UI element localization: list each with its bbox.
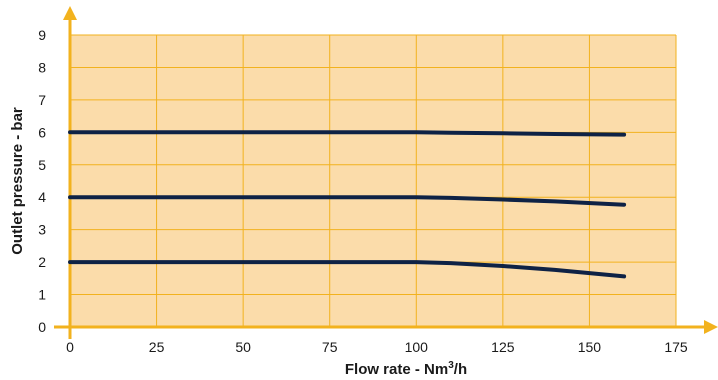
- y-axis-arrow: [63, 6, 77, 20]
- x-tick-labels: 0 25 50 75 100 125 150 175: [66, 339, 688, 355]
- x-tick-label: 175: [664, 339, 688, 355]
- y-tick-label: 1: [38, 287, 46, 303]
- y-tick-label: 7: [38, 92, 46, 108]
- y-axis-title: Outlet pressure - bar: [9, 107, 26, 255]
- y-tick-label: 4: [38, 189, 46, 205]
- y-tick-label: 0: [38, 319, 46, 335]
- series-line-1: [68, 130, 627, 137]
- y-tick-label: 2: [38, 254, 46, 270]
- x-tick-label: 150: [578, 339, 602, 355]
- series-line-2: [68, 195, 627, 207]
- y-tick-label: 9: [38, 27, 46, 43]
- y-tick-labels: 0 1 2 3 4 5 6 7 8 9: [38, 27, 46, 335]
- x-tick-label: 0: [66, 339, 74, 355]
- x-axis-arrow: [704, 320, 718, 334]
- y-tick-label: 3: [38, 222, 46, 238]
- series-lines: [68, 130, 627, 279]
- y-tick-label: 8: [38, 59, 46, 75]
- axes: [54, 6, 718, 339]
- y-tick-label: 5: [38, 157, 46, 173]
- x-tick-label: 100: [405, 339, 429, 355]
- plot-area: [70, 35, 676, 327]
- series-line-3: [68, 260, 627, 279]
- y-tick-label: 6: [38, 124, 46, 140]
- x-tick-label: 25: [149, 339, 165, 355]
- x-tick-label: 75: [322, 339, 338, 355]
- x-axis-title: Flow rate - Nm3/h: [345, 360, 467, 378]
- x-tick-label: 50: [235, 339, 251, 355]
- x-tick-label: 125: [491, 339, 515, 355]
